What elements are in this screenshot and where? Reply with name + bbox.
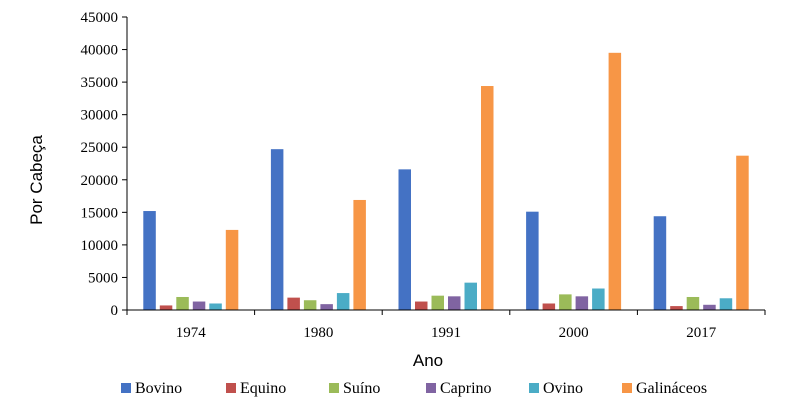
y-tick-label: 5000	[88, 270, 118, 286]
bar-caprino-1974	[192, 301, 206, 310]
bar-equino-2000	[542, 303, 556, 310]
bar-caprino-2017	[703, 304, 716, 310]
bar-galinaceos-1974	[225, 229, 239, 310]
y-axis-title: Por Cabeça	[27, 135, 46, 225]
x-tick-label: 1980	[303, 325, 333, 341]
bar-bovino-1980	[270, 149, 284, 310]
bar-galinaceos-1991	[481, 86, 494, 310]
bar-ovino-1991	[464, 282, 477, 310]
legend-label: Galináceos	[636, 380, 707, 397]
bar-caprino-1991	[448, 296, 461, 310]
bar-bovino-2000	[526, 211, 539, 310]
legend-swatch	[426, 383, 436, 393]
y-tick-label: 20000	[81, 173, 119, 189]
bar-equino-1974	[159, 305, 173, 310]
bar-bovino-1974	[143, 211, 156, 310]
legend: Bovino Equino Suíno Caprino Ovino Galináceos	[121, 380, 707, 397]
bar-suino-1991	[431, 295, 444, 310]
bar-caprino-1980	[320, 304, 333, 310]
bar-equino-2017	[670, 306, 683, 310]
x-axis-ticks: 1974 1980 1991 2000 2017	[126, 310, 766, 341]
legend-label: Equino	[240, 380, 286, 397]
y-tick-label: 15000	[81, 205, 119, 221]
bar-ovino-2017	[719, 298, 733, 310]
y-axis-ticks: 0 5000 10000 15000 20000 25000 30000 35000 40000…	[81, 10, 127, 319]
legend-swatch	[329, 383, 339, 393]
y-tick-label: 25000	[81, 140, 119, 156]
y-tick-label: 40000	[81, 43, 119, 59]
x-tick-label: 2000	[559, 325, 589, 341]
legend-swatch	[622, 383, 632, 393]
legend-label: Caprino	[440, 380, 492, 397]
x-tick-label: 1974	[176, 325, 207, 341]
y-tick-label: 10000	[81, 238, 119, 254]
x-tick-label: 2017	[686, 325, 717, 341]
legend-swatch	[529, 383, 539, 393]
bar-suino-2000	[559, 294, 572, 310]
bar-galinaceos-2000	[608, 52, 622, 311]
y-tick-label: 35000	[81, 75, 119, 91]
bar-equino-1980	[287, 297, 300, 310]
bar-galinaceos-1980	[353, 199, 366, 310]
legend-label: Ovino	[543, 380, 583, 397]
y-tick-label: 30000	[81, 108, 119, 124]
bar-equino-1991	[415, 301, 428, 310]
bar-suino-1974	[176, 296, 189, 310]
x-tick-label: 1991	[431, 325, 461, 341]
bar-bovino-2017	[653, 216, 667, 310]
legend-label: Bovino	[135, 380, 182, 397]
x-axis-title: Ano	[413, 351, 443, 370]
bar-suino-1980	[303, 300, 317, 310]
legend-label: Suíno	[343, 380, 380, 397]
bar-bovino-1991	[398, 169, 411, 310]
bar-caprino-2000	[575, 296, 589, 310]
bars	[143, 52, 749, 311]
bar-ovino-2000	[592, 288, 605, 310]
legend-swatch	[121, 383, 131, 393]
bar-suino-2017	[686, 296, 700, 310]
y-tick-label: 45000	[81, 10, 119, 26]
bar-ovino-1980	[336, 293, 350, 310]
bar-ovino-1974	[209, 303, 222, 310]
bar-galinaceos-2017	[736, 155, 749, 310]
legend-swatch	[226, 383, 236, 393]
y-tick-label: 0	[111, 303, 119, 319]
